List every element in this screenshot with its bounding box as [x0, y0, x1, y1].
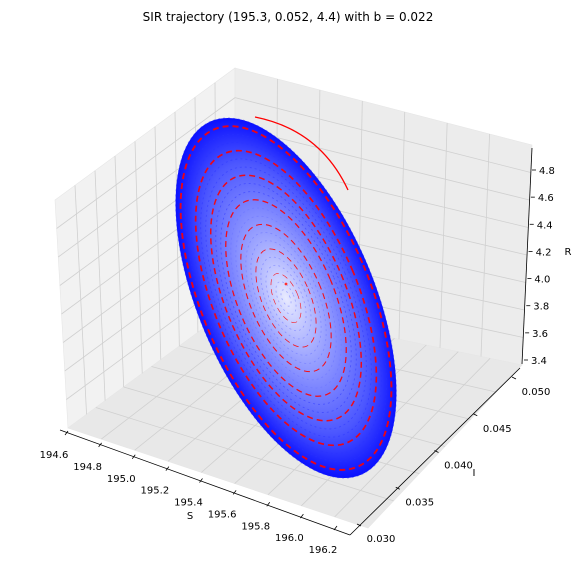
trajectory-center-point — [284, 282, 288, 286]
x-tick-mark — [300, 513, 304, 519]
y-tick-label: 0.050 — [522, 387, 551, 398]
x-tick-mark — [232, 490, 237, 495]
spiral-ring — [175, 117, 397, 479]
x-tick-mark — [266, 502, 271, 507]
spiral-ring — [209, 174, 363, 422]
z-tick-label: 4.6 — [538, 193, 554, 204]
x-tick-label: 194.8 — [73, 462, 102, 473]
x-tick-mark — [333, 525, 338, 531]
trajectory — [175, 116, 397, 479]
x-tick-label: 195.4 — [174, 498, 203, 509]
spiral-ring — [235, 215, 337, 381]
z-tick-label: 4.8 — [539, 166, 555, 177]
x-tick-mark — [165, 466, 170, 471]
spiral-ring — [185, 133, 387, 463]
spiral-ring — [190, 142, 382, 454]
trajectory-spiral-rings — [175, 117, 397, 479]
x-tick-label: 195.8 — [241, 521, 270, 532]
spiral-ring — [225, 199, 347, 397]
x-tick-label: 195.0 — [107, 474, 136, 485]
y-axis-label: I — [473, 468, 476, 479]
spiral-ring — [255, 248, 317, 348]
x-tick-label: 196.0 — [275, 533, 304, 544]
x-axis-label: S — [187, 511, 193, 522]
z-tick-label: 4.2 — [536, 247, 552, 258]
axis-lines — [59, 147, 533, 536]
x-tick-mark — [131, 454, 136, 459]
y-tick-mark — [511, 376, 517, 380]
z-tick-label: 3.4 — [531, 356, 547, 367]
spiral-ring — [230, 207, 342, 389]
y-tick-mark — [473, 413, 478, 417]
grid-line — [95, 407, 394, 502]
z-tick-label: 4.0 — [534, 275, 550, 286]
spiral-ring — [194, 149, 378, 447]
spiral-ring — [250, 240, 322, 356]
spiral-ring — [179, 125, 393, 471]
x-tick-label: 196.2 — [309, 545, 338, 556]
grid-line — [56, 97, 236, 229]
grid-line — [234, 126, 530, 201]
x-tick-mark — [199, 478, 203, 483]
spiral-ring — [245, 232, 327, 364]
trajectory-start-line — [254, 116, 349, 191]
spiral-ring — [280, 289, 292, 307]
spiral-ring — [270, 273, 302, 323]
x-axis-line — [59, 429, 351, 536]
spiral-ring — [240, 223, 332, 373]
x-tick-mark — [64, 430, 69, 436]
trajectory-spiral-body — [175, 117, 397, 479]
y-tick-label: 0.040 — [444, 461, 473, 472]
spiral-ring — [205, 166, 367, 430]
spiral-ring — [215, 183, 357, 413]
spiral-ring — [275, 281, 297, 315]
spiral-ring — [200, 158, 372, 438]
y-tick-label: 0.045 — [483, 424, 512, 435]
grid-line — [234, 97, 531, 173]
chart-title: SIR trajectory (195.3, 0.052, 4.4) with … — [143, 10, 434, 24]
spiral-ring — [260, 256, 312, 340]
tick-labels: 194.6 194.8 195.0 195.2 195.4 195.6 195.8 196.0… — [40, 166, 555, 556]
x-tick-label: 195.6 — [208, 509, 237, 520]
x-tick-label: 195.2 — [141, 486, 170, 497]
z-tick-label: 4.4 — [537, 220, 553, 231]
z-axis-label: R — [565, 247, 572, 258]
spiral-ring — [220, 191, 352, 405]
y-tick-label: 0.035 — [405, 497, 434, 508]
y-tick-mark — [395, 486, 400, 490]
x-tick-mark — [98, 442, 102, 448]
z-tick-label: 3.6 — [532, 329, 548, 340]
y-axis-line — [349, 367, 521, 536]
x-tick-label: 194.6 — [40, 450, 69, 461]
y-tick-mark — [434, 450, 439, 453]
y-tick-label: 0.030 — [367, 534, 396, 545]
z-axis-line — [521, 147, 533, 365]
y-tick-mark — [356, 523, 362, 527]
z-tick-label: 3.8 — [533, 302, 549, 313]
spiral-ring — [265, 264, 307, 332]
